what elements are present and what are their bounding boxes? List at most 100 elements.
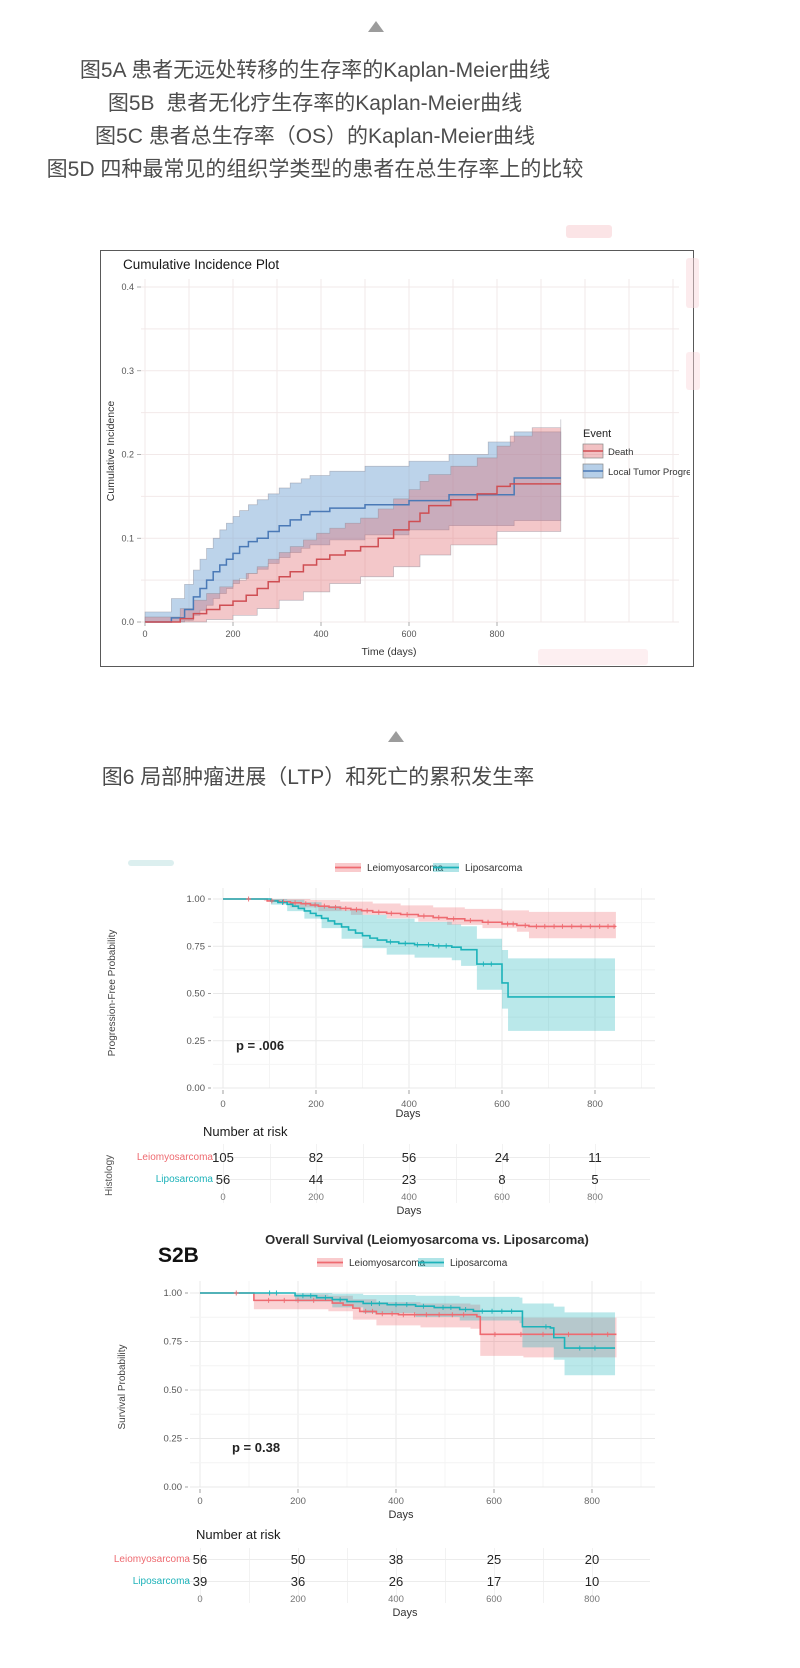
risk-row-line [185, 1581, 650, 1582]
x-tick-label: 0 [220, 1099, 225, 1110]
panel-label: S2B [158, 1244, 199, 1267]
Leiomyosarcoma-censor-marks [246, 896, 617, 929]
y-axis-title: Survival Probability [117, 1344, 128, 1429]
risk-axis-tick-label: 400 [388, 1594, 404, 1605]
Liposarcoma-confidence-band [223, 899, 615, 1031]
legend-label: Death [608, 447, 633, 458]
x-tick-label: 800 [489, 629, 504, 639]
watermark-smudge [686, 352, 700, 390]
x-tick-label: 600 [486, 1496, 502, 1507]
risk-row-label: Liposarcoma [155, 1174, 213, 1185]
Leiomyosarcoma-confidence-band [223, 899, 616, 939]
Leiomyosarcoma-confidence-band [200, 1293, 617, 1358]
risk-axis-tick-label: 800 [584, 1594, 600, 1605]
legend-label: Local Tumor Progression [608, 467, 690, 478]
risk-axis-tick-label: 800 [587, 1192, 603, 1203]
Leiomyosarcoma-censor-marks [233, 1290, 611, 1337]
risk-value: 39 [192, 1574, 208, 1589]
grid-line [445, 1548, 446, 1603]
risk-axis-tick-label: 600 [494, 1192, 510, 1203]
x-tick-label: 400 [401, 1099, 417, 1110]
watermark-smudge [566, 225, 612, 238]
legend-label: Leiomyosarcoma [367, 863, 444, 874]
risk-table-title: Number at risk [203, 1124, 288, 1139]
grid-lines [190, 1281, 655, 1488]
grid-line [200, 1548, 201, 1603]
risk-value: 11 [588, 1150, 602, 1165]
risk-value: 5 [591, 1172, 599, 1187]
risk-row-line [218, 1157, 650, 1158]
grid-line [502, 1144, 503, 1203]
y-tick-label: 0.4 [121, 282, 134, 292]
y-tick-label: 0.50 [164, 1385, 183, 1396]
risk-value: 44 [308, 1172, 324, 1187]
grid-line [494, 1548, 495, 1603]
cumulative-incidence-card: 0 200 400 600 800 0.0 0.1 0.2 0.3 0.4 Time (days) C… [100, 250, 714, 667]
risk-value: 17 [486, 1574, 502, 1589]
risk-value: 8 [498, 1172, 506, 1187]
grid-lines [213, 888, 655, 1089]
Death-confidence-band [144, 419, 562, 623]
y-tick-label: 0.50 [187, 989, 206, 1000]
watermark-smudge [128, 860, 174, 866]
Liposarcoma-confidence-band [200, 1293, 616, 1384]
caption-fig5a: 图5A 患者无远处转移的生存率的Kaplan-Meier曲线 [79, 59, 551, 82]
risk-value: 105 [212, 1150, 234, 1165]
p-value: p = .006 [236, 1038, 284, 1053]
x-axis-title: Days [395, 1108, 421, 1120]
y-axis-title: Cumulative Incidence [105, 401, 117, 502]
Local Tumor Progression-curve [145, 477, 561, 623]
grid-line [298, 1548, 299, 1603]
y-tick-label: 0.25 [187, 1036, 206, 1047]
legend-label: Leiomyosarcoma [349, 1258, 426, 1269]
x-tick-label: 600 [494, 1099, 510, 1110]
grid-line [455, 1144, 457, 1203]
risk-row-label: Leiomyosarcoma [136, 1152, 213, 1163]
grid-line [223, 1144, 224, 1203]
Liposarcoma-censor-marks [280, 899, 494, 967]
x-tick-label: 200 [290, 1496, 306, 1507]
collapse-triangle-icon[interactable] [368, 21, 384, 32]
risk-value: 50 [290, 1552, 306, 1567]
risk-table-title: Number at risk [196, 1527, 281, 1542]
x-tick-label: 200 [308, 1099, 324, 1110]
chart-title: Overall Survival (Leiomyosarcoma vs. Lip… [265, 1232, 589, 1247]
y-tick-label: 1.00 [164, 1288, 183, 1299]
grid-line [409, 1144, 410, 1203]
x-axis-title: Time (days) [361, 646, 416, 658]
grid-line [396, 1548, 397, 1603]
caption-fig5c: 图5C 患者总生存率（OS）的Kaplan-Meier曲线 [95, 125, 535, 148]
risk-row-label: Leiomyosarcoma [113, 1554, 190, 1565]
risk-row-label: Liposarcoma [132, 1576, 190, 1587]
grid-line [362, 1144, 364, 1203]
risk-value: 82 [308, 1150, 324, 1165]
y-tick-label: 0.2 [121, 450, 134, 460]
risk-value: 20 [584, 1552, 600, 1567]
grid-line [249, 1548, 250, 1603]
x-tick-label: 0 [197, 1496, 202, 1507]
cumulative-incidence-chart: 0 200 400 600 800 0.0 0.1 0.2 0.3 0.4 Time (days) C… [105, 257, 714, 658]
Liposarcoma-censor-marks [267, 1290, 598, 1351]
x-tick-label: 400 [313, 629, 328, 639]
caption-fig5d: 图5D 四种最常见的组织学类型的患者在总生存率上的比较 [46, 158, 584, 181]
watermark-smudge [686, 258, 699, 308]
grid-line [592, 1548, 593, 1603]
y-axis-title: Progression-Free Probability [107, 930, 118, 1057]
risk-axis-title: Days [396, 1205, 422, 1217]
risk-value: 56 [401, 1150, 417, 1165]
risk-value: 23 [401, 1172, 417, 1187]
pfs-km-chart: 0 200 400 600 800 0.00 0.25 0.50 0.75 1.00 Days Pro… [107, 863, 655, 1120]
x-tick-label: 200 [225, 629, 240, 639]
caption-fig5b: 图5B 患者无化疗生存率的Kaplan-Meier曲线 [107, 92, 523, 115]
y-tick-label: 0.3 [121, 366, 134, 376]
y-tick-label: 0.0 [121, 617, 134, 627]
x-tick-label: 600 [401, 629, 416, 639]
risk-axis-tick-label: 0 [197, 1594, 203, 1605]
risk-value: 36 [290, 1574, 306, 1589]
risk-value: 25 [486, 1552, 502, 1567]
p-value: p = 0.38 [232, 1440, 280, 1455]
Liposarcoma-curve [223, 898, 615, 998]
risk-axis-tick-label: 600 [486, 1594, 502, 1605]
collapse-triangle-icon[interactable] [388, 731, 404, 742]
y-tick-label: 0.75 [164, 1337, 183, 1348]
